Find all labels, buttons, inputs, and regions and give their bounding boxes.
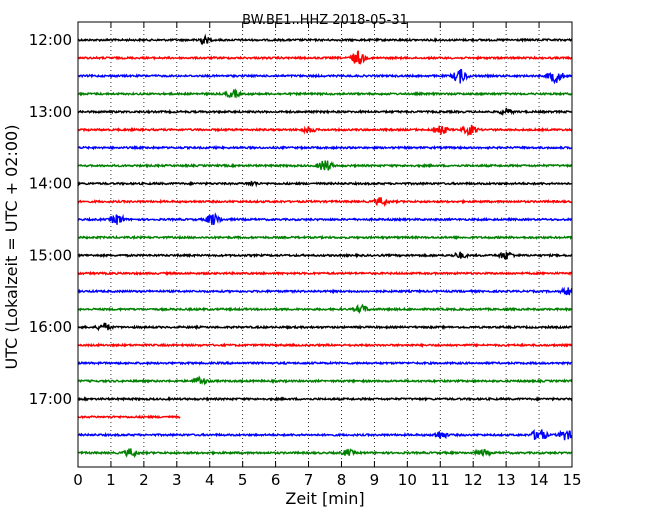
x-tick-label: 2 <box>139 471 149 489</box>
trace-1600 <box>77 322 573 332</box>
trace-1515 <box>77 270 573 277</box>
x-tick-label: 0 <box>73 471 83 489</box>
trace-1300 <box>77 107 573 117</box>
x-tick-label: 3 <box>172 471 182 489</box>
trace-1545 <box>77 303 573 315</box>
trace-1445 <box>77 234 572 241</box>
x-tick-label: 15 <box>562 471 581 489</box>
traces <box>77 33 573 459</box>
trace-1430 <box>77 212 573 226</box>
y-tick-label: 16:00 <box>29 318 72 336</box>
y-tick-label: 13:00 <box>29 103 72 121</box>
x-axis: 0 1 2 3 4 5 6 7 8 9 10 11 12 13 14 15 <box>73 22 582 489</box>
x-tick-label: 7 <box>304 471 314 489</box>
plot-frame <box>77 21 573 468</box>
x-tick-label: 6 <box>271 471 281 489</box>
trace-1200 <box>77 33 573 45</box>
x-tick-label: 13 <box>497 471 516 489</box>
trace-1315 <box>77 124 573 137</box>
x-tick-label: 5 <box>238 471 248 489</box>
trace-1730 <box>77 429 573 441</box>
trace-1245 <box>77 88 573 99</box>
trace-1645 <box>77 375 573 386</box>
trace-1700 <box>77 396 573 402</box>
trace-1500 <box>77 251 573 260</box>
x-tick-label: 11 <box>431 471 450 489</box>
trace-1630 <box>77 360 572 366</box>
trace-1415 <box>77 197 572 208</box>
x-tick-label: 1 <box>106 471 116 489</box>
y-tick-label: 12:00 <box>29 31 72 49</box>
x-tick-label: 14 <box>530 471 549 489</box>
x-tick-label: 4 <box>205 471 215 489</box>
y-tick-label: 15:00 <box>29 246 72 264</box>
y-tick-label: 14:00 <box>29 175 72 193</box>
trace-1745 <box>77 448 573 459</box>
trace-1530 <box>77 286 573 296</box>
trace-1230 <box>77 68 573 85</box>
x-tick-label: 9 <box>370 471 380 489</box>
x-tick-label: 8 <box>337 471 347 489</box>
y-axis-title: UTC (Lokalzeit = UTC + 02:00) <box>2 125 21 370</box>
chart-title: BW.BE1..HHZ 2018-05-31 <box>242 13 408 28</box>
y-axis: 12:00 13:00 14:00 15:00 16:00 17:00 <box>29 31 84 408</box>
y-tick-label: 17:00 <box>29 390 72 408</box>
trace-1330 <box>77 144 572 151</box>
trace-1215 <box>77 50 573 65</box>
trace-1345 <box>77 160 573 171</box>
trace-1615 <box>77 342 573 348</box>
x-tick-label: 10 <box>398 471 417 489</box>
trace-1400 <box>77 180 572 188</box>
x-axis-title: Zeit [min] <box>285 489 364 508</box>
trace-1715 <box>77 414 181 420</box>
x-tick-label: 12 <box>464 471 483 489</box>
